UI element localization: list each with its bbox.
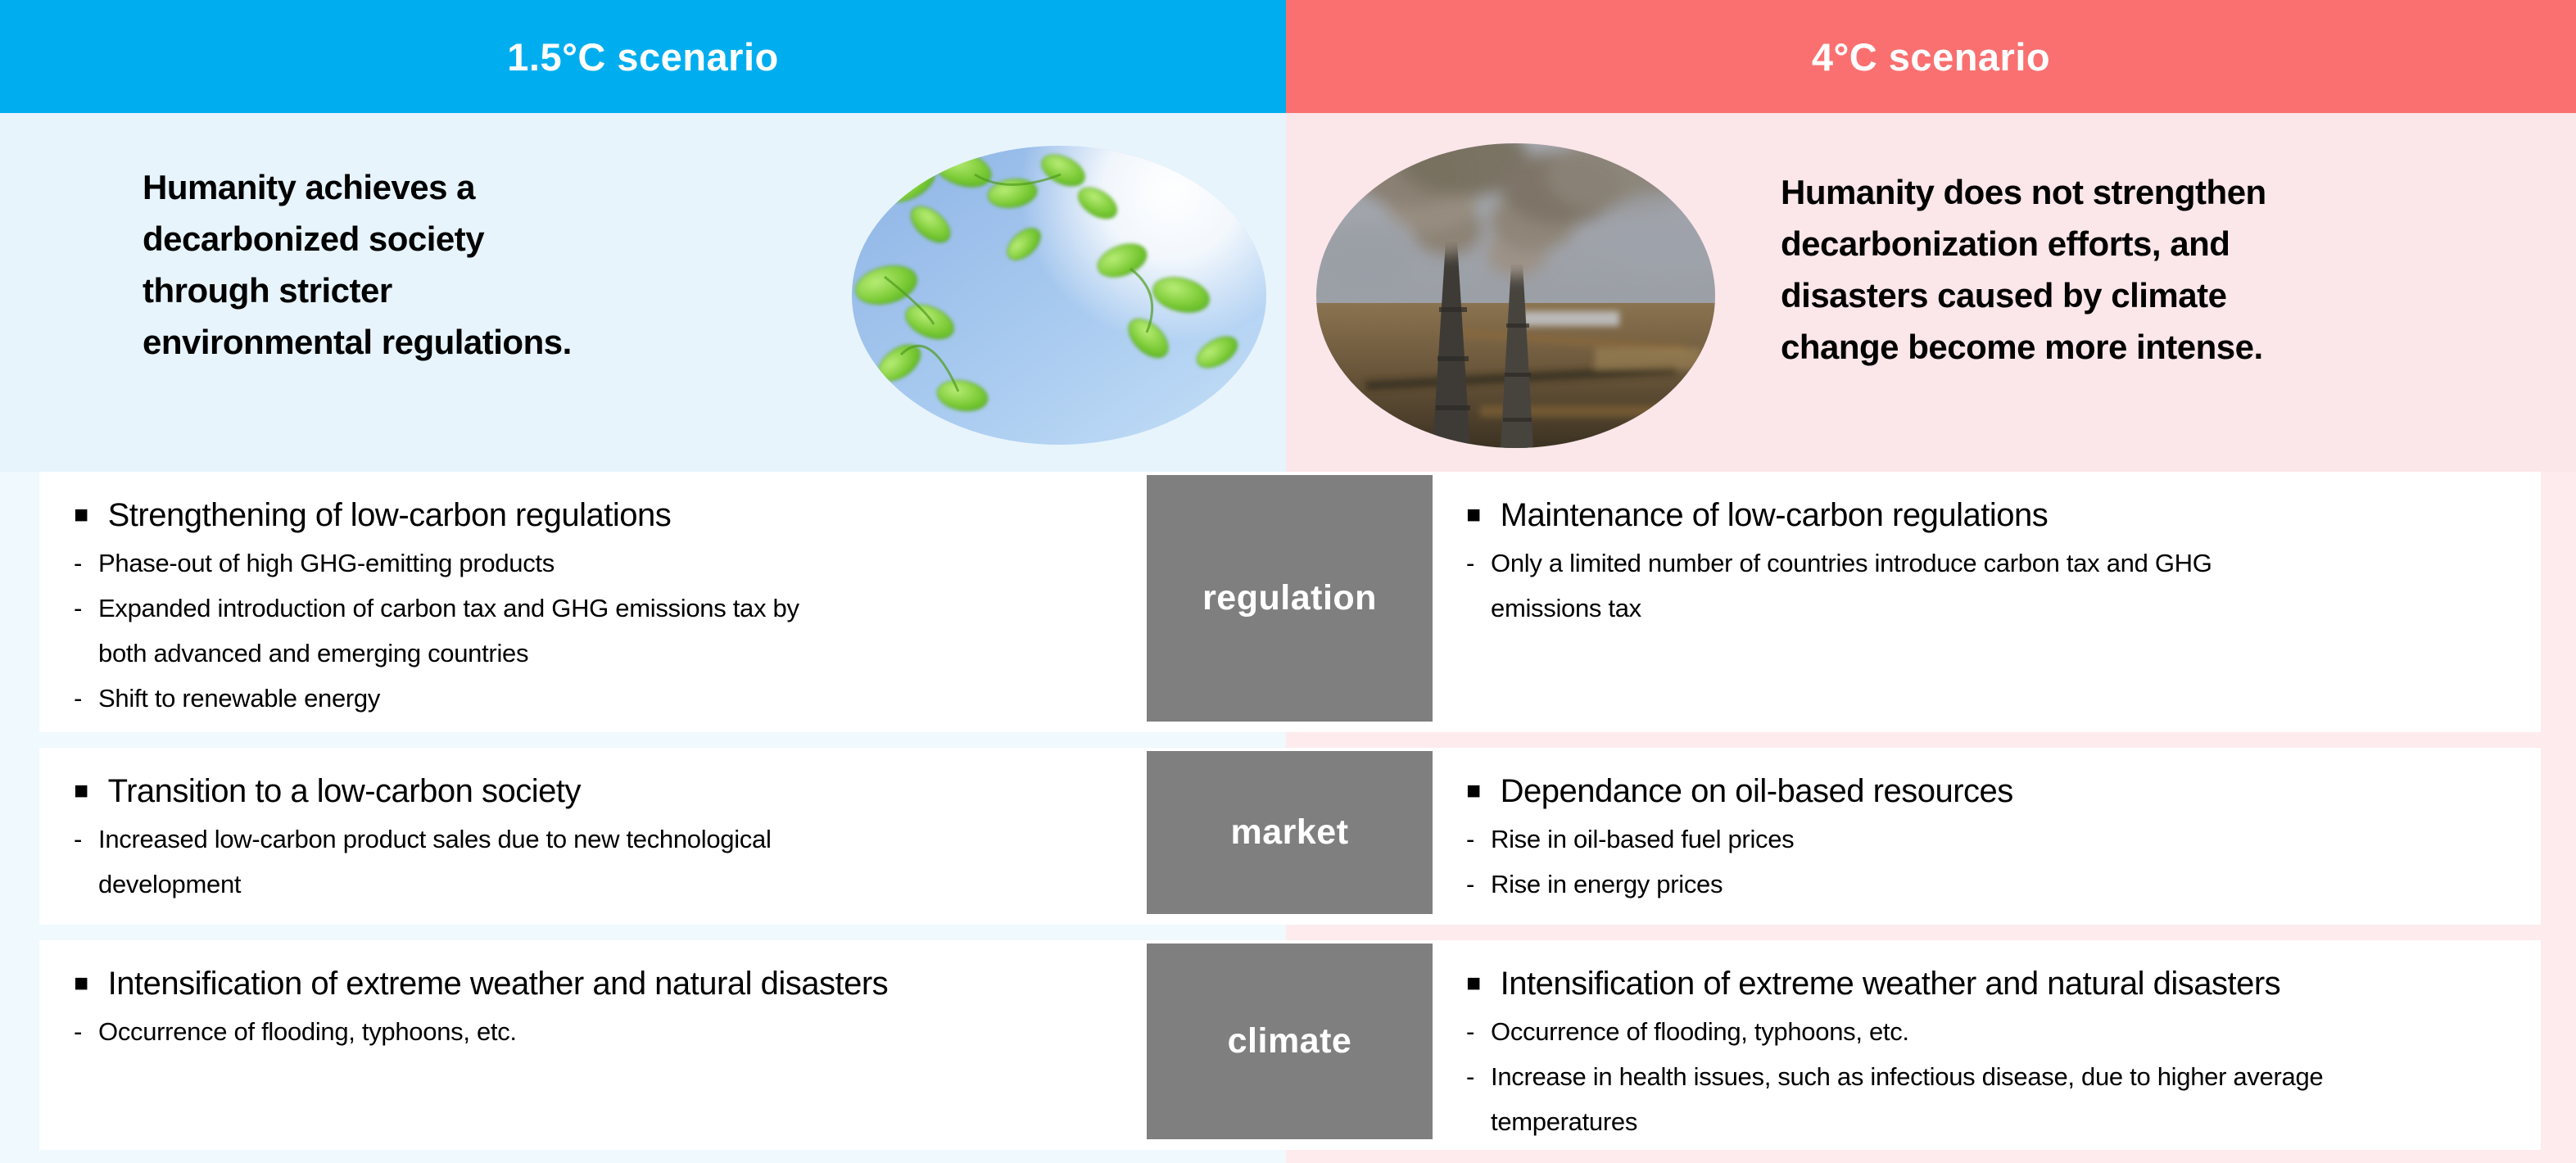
header-15c-label: 1.5°C scenario [507, 34, 779, 79]
dash-bullet-icon: - [74, 825, 83, 853]
bullet-item: - Expanded introduction of carbon tax an… [74, 586, 1139, 676]
intro-line: Humanity does not strengthen [1781, 173, 2266, 211]
dash-bullet-icon: - [1466, 825, 1475, 853]
dash-bullet-icon: - [74, 594, 83, 622]
category-box-climate: climate [1147, 944, 1433, 1139]
category-label: market [1230, 812, 1349, 852]
dash-bullet-icon: - [74, 1017, 83, 1046]
square-bullet-icon: ■ [1466, 970, 1481, 997]
bullet-item: - Rise in oil-based fuel prices [1466, 817, 2543, 862]
bullet-item: - Phase-out of high GHG-emitting product… [74, 541, 1139, 586]
bullet-item: - Occurrence of flooding, typhoons, etc. [1466, 1009, 2543, 1054]
regulation-right-heading: ■ Maintenance of low-carbon regulations [1466, 490, 2543, 541]
row-regulation: ■ Strengthening of low-carbon regulation… [39, 472, 2541, 732]
bullet-item: - Increased low-carbon product sales due… [74, 817, 1139, 907]
intro-line: Humanity achieves a [143, 168, 476, 206]
intro-line: through stricter [143, 271, 392, 310]
market-left-cell: ■ Transition to a low-carbon society - I… [74, 766, 1139, 907]
bottom-band-left [0, 1150, 1286, 1163]
intro-text-4c: Humanity does not strengthen decarboniza… [1781, 166, 2266, 373]
intro-line: decarbonized society [143, 219, 485, 258]
regulation-right-cell: ■ Maintenance of low-carbon regulations … [1466, 490, 2543, 631]
header-4c-label: 4°C scenario [1811, 34, 2051, 79]
leaves-photo [852, 146, 1266, 445]
intro-line: environmental regulations. [143, 323, 572, 361]
category-box-regulation: regulation [1147, 475, 1433, 722]
square-bullet-icon: ■ [1466, 777, 1481, 804]
market-right-cell: ■ Dependance on oil-based resources - Ri… [1466, 766, 2543, 907]
dash-bullet-icon: - [1466, 870, 1475, 898]
header-15c-scenario: 1.5°C scenario [0, 0, 1286, 113]
dash-bullet-icon: - [1466, 1017, 1475, 1046]
dash-bullet-icon: - [74, 684, 83, 713]
square-bullet-icon: ■ [74, 777, 88, 804]
dash-bullet-icon: - [1466, 549, 1475, 577]
climate-right-heading: ■ Intensification of extreme weather and… [1466, 958, 2543, 1009]
market-right-heading: ■ Dependance on oil-based resources [1466, 766, 2543, 817]
square-bullet-icon: ■ [1466, 501, 1481, 528]
square-bullet-icon: ■ [74, 970, 88, 997]
dash-bullet-icon: - [1466, 1062, 1475, 1091]
intro-line: change become more intense. [1781, 328, 2263, 366]
climate-left-cell: ■ Intensification of extreme weather and… [74, 958, 1139, 1054]
category-box-market: market [1147, 751, 1433, 914]
bottom-band-right [1286, 1150, 2576, 1163]
bullet-item: - Only a limited number of countries int… [1466, 541, 2543, 631]
category-label: climate [1227, 1021, 1352, 1061]
climate-left-heading: ■ Intensification of extreme weather and… [74, 958, 1139, 1009]
dash-bullet-icon: - [74, 549, 83, 577]
climate-right-cell: ■ Intensification of extreme weather and… [1466, 958, 2543, 1144]
row-gap-right [1286, 732, 2576, 748]
square-bullet-icon: ■ [74, 501, 88, 528]
intro-line: decarbonization efforts, and [1781, 224, 2230, 263]
header-4c-scenario: 4°C scenario [1286, 0, 2576, 113]
bullet-item: - Occurrence of flooding, typhoons, etc. [74, 1009, 1139, 1054]
bullet-item: - Increase in health issues, such as inf… [1466, 1054, 2543, 1144]
row-gap-right [1286, 925, 2576, 940]
row-market: ■ Transition to a low-carbon society - I… [39, 748, 2541, 925]
row-climate: ■ Intensification of extreme weather and… [39, 940, 2541, 1150]
row-gap-left [0, 925, 1286, 940]
market-left-heading: ■ Transition to a low-carbon society [74, 766, 1139, 817]
intro-line: disasters caused by climate [1781, 276, 2227, 315]
bullet-item: - Rise in energy prices [1466, 862, 2543, 907]
regulation-left-heading: ■ Strengthening of low-carbon regulation… [74, 490, 1139, 541]
regulation-left-cell: ■ Strengthening of low-carbon regulation… [74, 490, 1139, 721]
category-label: regulation [1202, 578, 1377, 618]
row-gap-left [0, 732, 1286, 748]
smokestacks-photo [1316, 143, 1715, 448]
intro-text-15c: Humanity achieves a decarbonized society… [143, 161, 572, 368]
bullet-item: - Shift to renewable energy [74, 676, 1139, 721]
